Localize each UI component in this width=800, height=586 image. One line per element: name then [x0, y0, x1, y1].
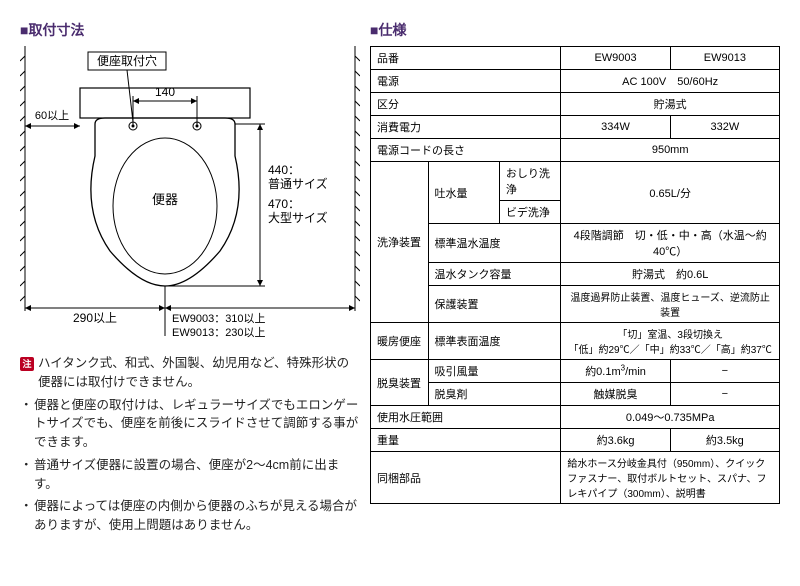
dim-140: 140 [155, 85, 175, 99]
row-wash-label: 洗浄装置 [371, 162, 429, 323]
dim-60: 60以上 [35, 109, 69, 122]
cell-parts: 給水ホース分岐金具付（950mm）、クイックファスナー、取付ボルトセット、スパナ… [561, 452, 780, 504]
mounting-diagram: 便座取付穴 140 60以上 便器 [20, 46, 360, 346]
row-class-label: 区分 [371, 93, 561, 116]
cell-temp: 4段階調節 切・低・中・高（水温〜約40℃） [561, 224, 780, 263]
row-tank-label: 温水タンク容量 [428, 263, 561, 286]
cell-flow: 0.65L/分 [561, 162, 780, 224]
cell-protect: 温度過昇防止装置、温度ヒューズ、逆流防止装置 [561, 286, 780, 323]
spec-title: ■仕様 [370, 20, 780, 40]
cell-cord: 950mm [561, 139, 780, 162]
cell-tank: 貯湯式 約0.6L [561, 263, 780, 286]
row-temp-label: 標準温水温度 [428, 224, 561, 263]
note-2: 普通サイズ便器に設置の場合、便座が2〜4cm前に出ます。 [34, 456, 360, 494]
callout-hole: 便座取付穴 [97, 53, 157, 68]
row-watt-label: 消費電力 [371, 116, 561, 139]
cell-weight-b: 約3.5kg [670, 429, 779, 452]
row-deo-label: 脱臭装置 [371, 360, 429, 406]
dim-ew9003: EW9003：310以上 [172, 312, 266, 325]
note-3: 便器によっては便座の内側から便器のふちが見える場合がありますが、使用上問題はあり… [34, 497, 360, 535]
cell-class: 貯湯式 [561, 93, 780, 116]
label-toilet: 便器 [152, 192, 178, 207]
cell-watt-b: 332W [670, 116, 779, 139]
cell-model-b: EW9013 [670, 47, 779, 70]
cell-fan: 約0.1m3/min [561, 360, 670, 383]
dim-470: 470：大型サイズ [268, 197, 328, 225]
mounting-dims-title: ■取付寸法 [20, 20, 360, 40]
dim-290: 290以上 [73, 311, 117, 325]
note-caution: ハイタンク式、和式、外国製、幼児用など、特殊形状の便器には取付けできません。 [38, 354, 360, 392]
row-flow-label: 吐水量 [428, 162, 499, 224]
cell-deo-dash: − [670, 383, 779, 406]
spec-table: 品番 EW9003 EW9013 電源 AC 100V 50/60Hz 区分 貯… [370, 46, 780, 504]
row-flow-bidet: ビデ洗浄 [499, 201, 560, 224]
cell-model-a: EW9003 [561, 47, 670, 70]
row-seat-temp-label: 標準表面温度 [428, 323, 561, 360]
dim-440: 440：普通サイズ [268, 163, 328, 191]
notes-block: 注 ハイタンク式、和式、外国製、幼児用など、特殊形状の便器には取付けできません。… [20, 354, 360, 535]
cell-fan-dash: − [670, 360, 779, 383]
note-1: 便器と便座の取付けは、レギュラーサイズでもエロンゲートサイズでも、便座を前後にス… [34, 396, 360, 452]
row-deo-agent-label: 脱臭剤 [428, 383, 561, 406]
row-model-label: 品番 [371, 47, 561, 70]
row-flow-rear: おしり洗浄 [499, 162, 560, 201]
row-parts-label: 同梱部品 [371, 452, 561, 504]
row-seat-label: 暖房便座 [371, 323, 429, 360]
caution-icon: 注 [20, 357, 34, 371]
cell-seat-temp: 「切」室温、3段切換え 「低」約29℃／「中」約33℃／「高」約37℃ [561, 323, 780, 360]
row-fan-label: 吸引風量 [428, 360, 561, 383]
cell-weight-a: 約3.6kg [561, 429, 670, 452]
row-pressure-label: 使用水圧範囲 [371, 406, 561, 429]
cell-deo-agent: 触媒脱臭 [561, 383, 670, 406]
row-cord-label: 電源コードの長さ [371, 139, 561, 162]
dim-ew9013: EW9013：230以上 [172, 326, 266, 339]
row-power-label: 電源 [371, 70, 561, 93]
row-weight-label: 重量 [371, 429, 561, 452]
cell-power: AC 100V 50/60Hz [561, 70, 780, 93]
cell-pressure: 0.049〜0.735MPa [561, 406, 780, 429]
cell-watt-a: 334W [561, 116, 670, 139]
row-protect-label: 保護装置 [428, 286, 561, 323]
